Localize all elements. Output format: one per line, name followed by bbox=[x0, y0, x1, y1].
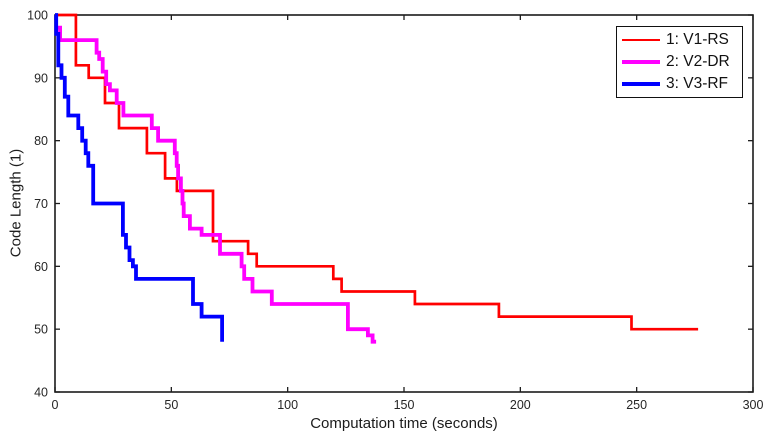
legend-line-swatch bbox=[622, 38, 660, 42]
y-tick-label: 40 bbox=[34, 386, 48, 400]
legend-item: 2: V2-DR bbox=[617, 53, 742, 71]
series-line-1 bbox=[55, 13, 699, 331]
y-axis-label: Code Length (1) bbox=[7, 148, 25, 258]
legend-line-swatch bbox=[622, 82, 660, 86]
legend-label: 1: V1-RS bbox=[666, 31, 729, 48]
y-tick-label: 100 bbox=[27, 9, 48, 23]
x-tick-label: 300 bbox=[743, 398, 764, 412]
series-line-3 bbox=[54, 13, 224, 342]
y-tick-label: 90 bbox=[34, 71, 48, 85]
legend-label: 3: V3-RF bbox=[666, 75, 729, 92]
series-line-2 bbox=[56, 25, 377, 344]
y-tick-label: 70 bbox=[34, 197, 48, 211]
legend-item: 3: V3-RF bbox=[617, 75, 742, 93]
y-tick-label: 50 bbox=[34, 323, 48, 337]
x-tick-label: 100 bbox=[277, 398, 298, 412]
x-tick-label: 50 bbox=[164, 398, 178, 412]
x-tick-label: 0 bbox=[52, 398, 59, 412]
x-tick-label: 250 bbox=[626, 398, 647, 412]
x-tick-label: 200 bbox=[510, 398, 531, 412]
x-axis-label: Computation time (seconds) bbox=[310, 415, 498, 432]
legend-label: 2: V2-DR bbox=[666, 53, 730, 70]
y-tick-label: 60 bbox=[34, 260, 48, 274]
legend-item: 1: V1-RS bbox=[617, 31, 742, 49]
x-tick-label: 150 bbox=[394, 398, 415, 412]
legend-line-swatch bbox=[622, 60, 660, 64]
legend: 1: V1-RS 2: V2-DR 3: V3-RF bbox=[616, 26, 743, 98]
y-tick-label: 80 bbox=[34, 134, 48, 148]
